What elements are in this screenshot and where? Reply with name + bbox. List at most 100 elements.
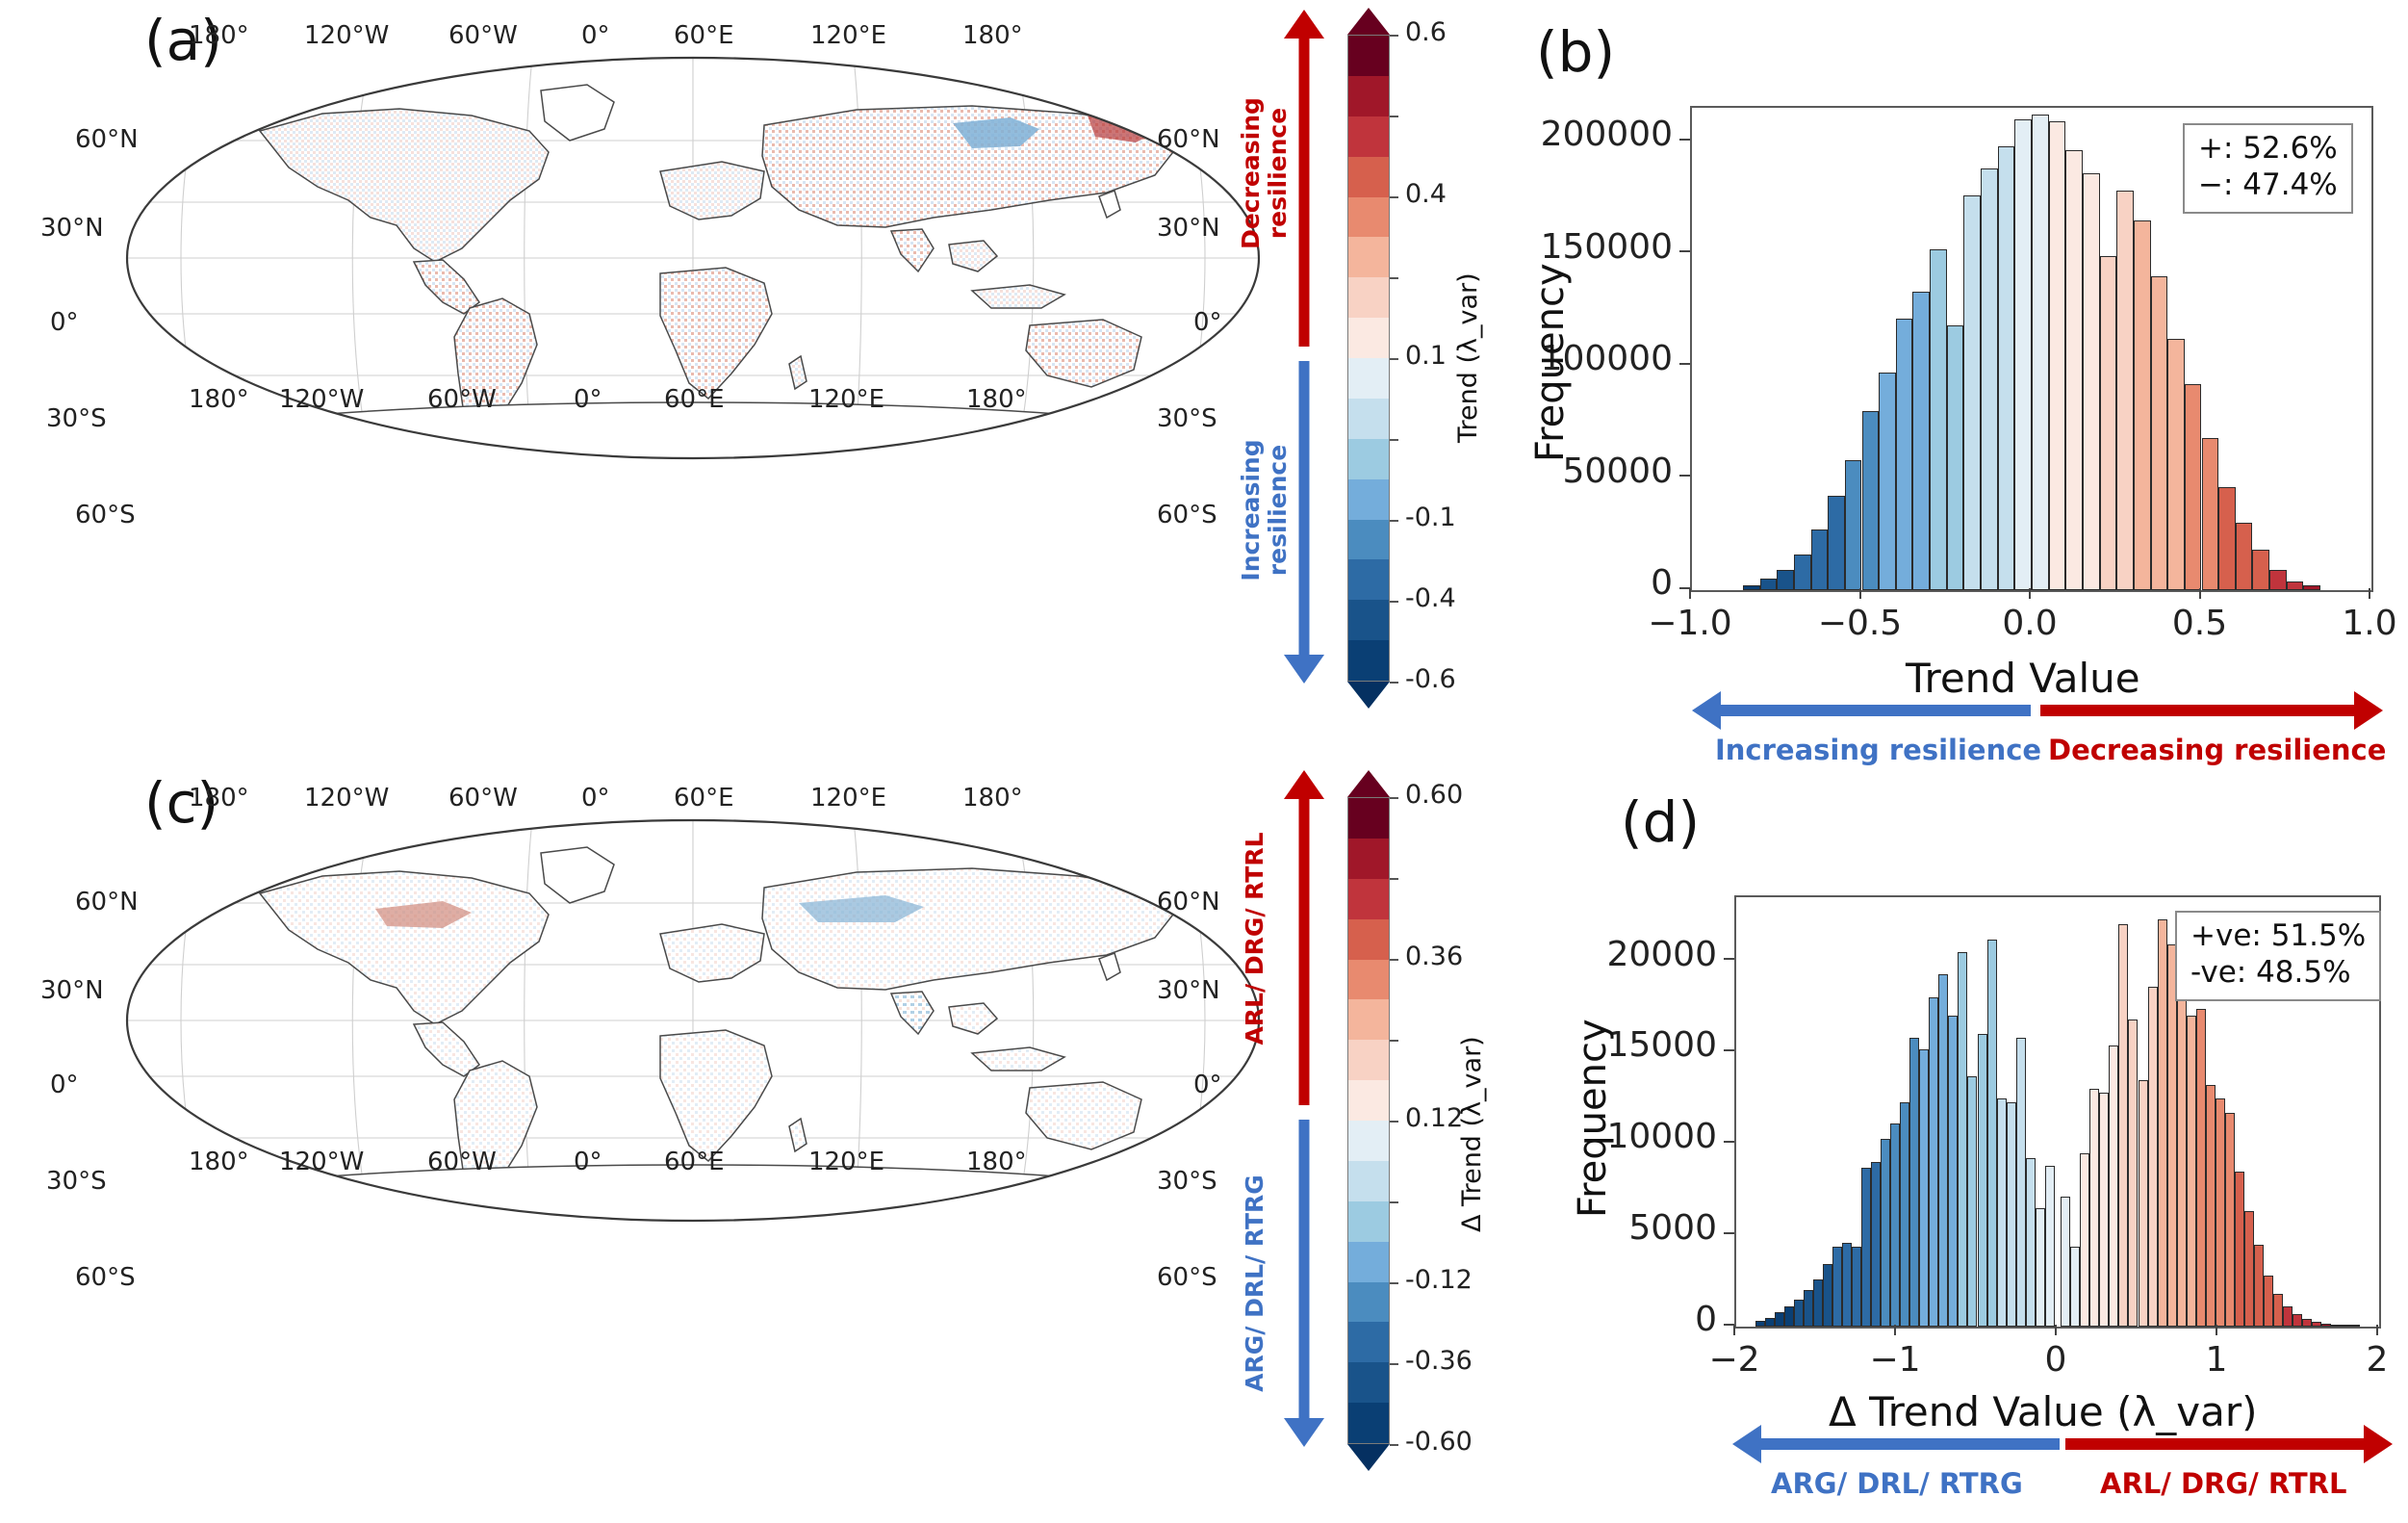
colorbar-segment (1348, 196, 1389, 238)
histogram-bar (1929, 997, 1939, 1327)
y-axis-tick (1679, 250, 1690, 253)
colorbar-segment (1348, 75, 1389, 116)
panel-d-letter: (d) (1621, 789, 1701, 855)
y-axis-tick-label: 50000 (1562, 451, 1673, 491)
histogram-bar (2301, 1319, 2312, 1327)
colorbar-segment (1348, 1403, 1389, 1443)
histogram-bar (2014, 118, 2032, 590)
histogram-bar (2303, 585, 2321, 590)
map-panel-a (125, 56, 1261, 460)
lat-label: 30°S (46, 1167, 107, 1196)
histogram-bar (1996, 1097, 2007, 1327)
lat-label: 30°N (40, 214, 104, 243)
x-axis-tick-label: −1 (1869, 1340, 1921, 1380)
legend-negative: -ve: 48.5% (2190, 954, 2351, 990)
colorbar-a-ticklabel: -0.1 (1405, 503, 1456, 532)
colorbar-segment (1348, 838, 1389, 879)
lon-label: 60°W (427, 385, 497, 414)
histogram-bar (2048, 120, 2066, 590)
histogram-bar (2269, 570, 2287, 590)
x-axis-tick-label: 1.0 (2342, 604, 2397, 643)
y-axis-tick (1724, 1141, 1734, 1144)
x-axis-tick-label: −0.5 (1817, 604, 1903, 643)
colorbar-a-ticklabel: -0.6 (1405, 664, 1456, 694)
colorbar-c-ticklabel: -0.36 (1405, 1346, 1473, 1376)
histogram-bar (1804, 1290, 1814, 1327)
lat-label: 60°S (75, 1263, 136, 1292)
colorbar-c-top-extend (1347, 770, 1390, 797)
histogram-bar (2015, 1038, 2026, 1327)
histogram-bar (2243, 1211, 2254, 1327)
colorbar-segment (1348, 36, 1389, 76)
histogram-bar (2061, 1197, 2071, 1327)
colorbar-a-ticks: 0.6 0.4 0.1 -0.1 -0.4 -0.6 (1390, 0, 1582, 732)
colorbar-c-ticklabel: 0.60 (1405, 780, 1464, 810)
colorbar-c-ticks: 0.60 0.36 0.12 -0.12 -0.36 -0.60 (1390, 762, 1601, 1494)
histogram-bar (2234, 1171, 2244, 1327)
colorbar-c (1347, 797, 1390, 1444)
colorbar-c-ticklabel: 0.36 (1405, 942, 1464, 971)
y-axis-tick-label: 0 (1695, 1300, 1717, 1340)
colorbar-segment (1348, 1080, 1389, 1121)
lon-label: 180° (966, 385, 1027, 414)
histogram-bar (1765, 1317, 1776, 1327)
y-axis-tick-label: 200000 (1540, 115, 1673, 155)
lon-label: 60°W (427, 1148, 497, 1176)
y-axis-tick-label: 15000 (1606, 1025, 1717, 1066)
lon-label: 180° (962, 21, 1023, 50)
histogram-b-xlabel: Trend Value (1906, 655, 2140, 702)
lon-label: 180° (189, 784, 249, 813)
histogram-bar (1844, 459, 1862, 590)
colorbar-segment (1348, 438, 1389, 479)
histogram-bar (2032, 115, 2049, 590)
histogram-bar (2218, 486, 2236, 590)
colorbar-a-top-extend (1347, 8, 1390, 35)
histogram-bar (2252, 550, 2270, 590)
colorbar-c-ticklabel: -0.12 (1405, 1265, 1473, 1295)
colorbar-a-ticklabel: -0.4 (1405, 583, 1456, 613)
colorbar-a-ticklabel: 0.4 (1405, 179, 1447, 209)
legend-positive: +: 52.6% (2198, 131, 2338, 166)
panel-a-letter: (a) (144, 8, 222, 73)
histogram-bar (2184, 383, 2202, 590)
histogram-bar (2235, 523, 2253, 590)
x-axis-tick (2198, 588, 2201, 599)
lat-label: 0° (50, 308, 79, 337)
arg-drl-rtrg-label-d: ARG/ DRL/ RTRG (1771, 1467, 2023, 1500)
histogram-bar (1794, 1299, 1805, 1327)
lon-label: 60°E (674, 784, 734, 813)
histogram-d-xlabel: Δ Trend Value (λ_var) (1829, 1388, 2258, 1435)
lon-label: 60°E (664, 385, 725, 414)
histogram-bar (1861, 1167, 1872, 1327)
lat-label: 60°S (75, 501, 136, 529)
histogram-bar (1784, 1306, 1795, 1327)
colorbar-segment (1348, 1362, 1389, 1404)
histogram-bar (1775, 1311, 1785, 1327)
lon-label: 120°E (810, 784, 887, 813)
colorbar-segment (1348, 1281, 1389, 1323)
lat-label: 30°N (1157, 214, 1220, 243)
y-axis-tick-label: 150000 (1540, 226, 1673, 267)
colorbar-segment (1348, 237, 1389, 278)
colorbar-segment (1348, 1160, 1389, 1201)
y-axis-tick (1724, 1049, 1734, 1052)
colorbar-segment (1348, 640, 1389, 681)
y-axis-tick-label: 10000 (1606, 1117, 1717, 1157)
y-axis-tick (1724, 958, 1734, 961)
lon-label: 60°E (674, 21, 734, 50)
lon-label: 120°E (808, 385, 885, 414)
histogram-bar (2150, 275, 2168, 590)
histogram-bar (1861, 410, 1880, 590)
histogram-bar (1852, 1246, 1862, 1327)
arg-drl-rtrg-label-c: ARG/ DRL/ RTRG (1241, 1175, 1268, 1392)
histogram-bar (2099, 1093, 2110, 1327)
histogram-bar (2133, 219, 2151, 590)
panel-c-letter: (c) (144, 770, 219, 836)
histogram-bar (1912, 292, 1931, 590)
y-axis-tick (1679, 475, 1690, 478)
lat-label: 60°N (1157, 125, 1220, 154)
colorbar-segment (1348, 1322, 1389, 1363)
colorbar-segment (1348, 1121, 1389, 1161)
x-axis-tick-label: 0.0 (2002, 604, 2058, 643)
